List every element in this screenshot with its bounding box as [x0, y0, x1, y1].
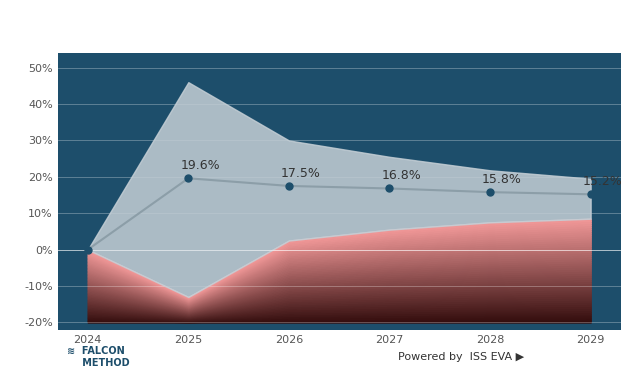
Text: 17.5%: 17.5% — [281, 167, 321, 180]
Text: ≋  FALCON
      METHOD: ≋ FALCON METHOD — [62, 346, 130, 368]
Text: 16.8%: 16.8% — [381, 169, 421, 182]
Text: Powered by  ISS EVA ▶: Powered by ISS EVA ▶ — [397, 352, 524, 362]
Text: 15.8%: 15.8% — [482, 173, 522, 186]
Text: 19.6%: 19.6% — [180, 159, 220, 172]
Text: SBUX | Total Return Forecast (annualized) - as of 06/24/2024: SBUX | Total Return Forecast (annualized… — [60, 15, 580, 31]
Text: 15.2%: 15.2% — [582, 175, 622, 188]
